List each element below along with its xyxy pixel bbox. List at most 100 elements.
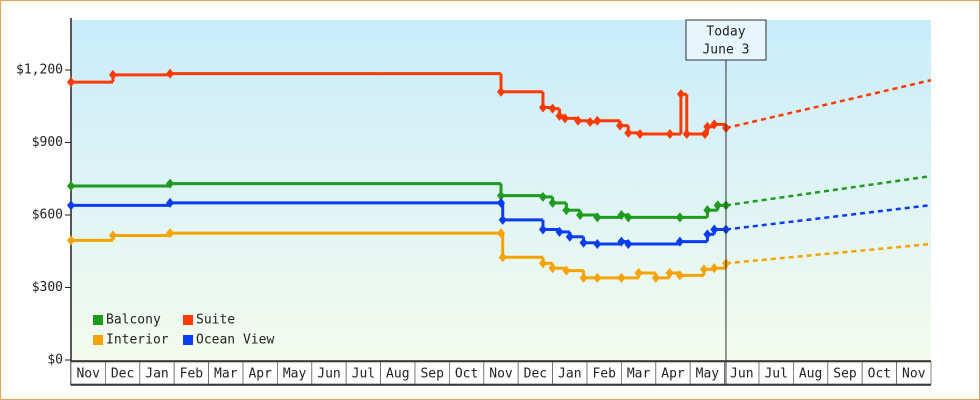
point: [497, 228, 505, 239]
x-tick-label: Feb: [180, 367, 204, 382]
point: [67, 235, 75, 246]
point: [166, 178, 175, 189]
legend-label: Ocean View: [196, 333, 274, 348]
point: [675, 270, 684, 281]
point: [624, 212, 633, 223]
point: [498, 214, 507, 225]
point: [617, 210, 626, 221]
x-tick-label: Jul: [352, 367, 375, 382]
point: [538, 258, 547, 269]
x-tick-label: Nov: [902, 367, 926, 382]
point: [593, 212, 602, 223]
x-tick-label: May: [696, 367, 720, 382]
point: [562, 205, 571, 216]
y-tick-label: $0: [47, 353, 63, 368]
point: [538, 191, 547, 202]
today-label: Today: [706, 25, 745, 40]
x-tick-label: Sep: [833, 367, 857, 382]
legend-swatch: [183, 335, 193, 345]
point: [555, 226, 564, 237]
point: [710, 119, 719, 130]
point: [700, 129, 709, 140]
point: [703, 205, 712, 216]
x-tick-label: Jun: [317, 367, 340, 382]
x-tick-label: Dec: [111, 367, 134, 382]
point: [538, 102, 547, 113]
point: [562, 265, 571, 276]
x-tick-label: Jul: [764, 367, 787, 382]
point: [617, 236, 626, 247]
x-tick-label: Sep: [420, 367, 444, 382]
point: [166, 197, 175, 208]
point: [593, 272, 602, 283]
point: [675, 212, 684, 223]
point: [579, 237, 588, 248]
legend-label: Interior: [106, 333, 169, 348]
point: [593, 115, 602, 126]
point: [67, 181, 75, 192]
x-tick-label: Jan: [558, 367, 581, 382]
point: [497, 197, 505, 208]
point: [166, 228, 175, 239]
point: [574, 115, 583, 126]
x-tick-label: Jun: [730, 367, 753, 382]
x-tick-label: Nov: [76, 367, 100, 382]
x-tick-label: Dec: [524, 367, 547, 382]
legend-swatch: [93, 335, 103, 345]
forecast-line: [725, 78, 932, 130]
y-tick-label: $300: [32, 280, 63, 295]
point: [560, 113, 569, 124]
x-tick-box: [896, 361, 932, 385]
point: [586, 116, 595, 127]
x-tick-label: Apr: [661, 367, 685, 382]
y-tick-label: $1,200: [16, 63, 63, 78]
y-tick-label: $900: [32, 135, 63, 150]
point: [538, 224, 547, 235]
point: [548, 103, 557, 114]
point: [548, 197, 557, 208]
point: [651, 272, 660, 283]
point: [593, 239, 602, 250]
point: [497, 190, 505, 201]
today-label: June 3: [702, 43, 749, 58]
forecast-line: [725, 174, 932, 207]
x-tick-label: Nov: [489, 367, 513, 382]
point: [108, 230, 117, 241]
legend-swatch: [183, 315, 193, 325]
point: [624, 239, 633, 250]
forecast-line: [725, 242, 932, 265]
forecast-line: [725, 203, 932, 231]
y-tick-label: $600: [32, 208, 63, 223]
point: [635, 129, 644, 140]
point: [703, 229, 712, 240]
point: [675, 236, 684, 247]
point: [497, 86, 505, 97]
point: [624, 127, 633, 138]
x-tick-label: Oct: [455, 367, 478, 382]
point: [548, 263, 557, 274]
point: [498, 252, 507, 263]
point: [682, 129, 691, 140]
point: [710, 263, 719, 274]
legend-label: Balcony: [106, 313, 161, 328]
today-box: [685, 19, 767, 61]
x-tick-label: Aug: [799, 367, 822, 382]
point: [634, 268, 643, 279]
point: [108, 69, 117, 80]
point: [576, 210, 585, 221]
x-tick-label: Oct: [868, 367, 891, 382]
point: [67, 200, 75, 211]
point: [617, 272, 626, 283]
x-tick-label: May: [283, 367, 307, 382]
point: [665, 268, 674, 279]
point: [699, 264, 708, 275]
x-tick-label: Mar: [214, 367, 238, 382]
point: [67, 77, 75, 88]
x-tick-label: Jan: [145, 367, 168, 382]
legend-label: Suite: [196, 313, 235, 328]
x-tick-label: Apr: [248, 367, 272, 382]
point: [713, 200, 722, 211]
point: [710, 224, 719, 235]
point: [676, 89, 685, 100]
point: [166, 68, 175, 79]
